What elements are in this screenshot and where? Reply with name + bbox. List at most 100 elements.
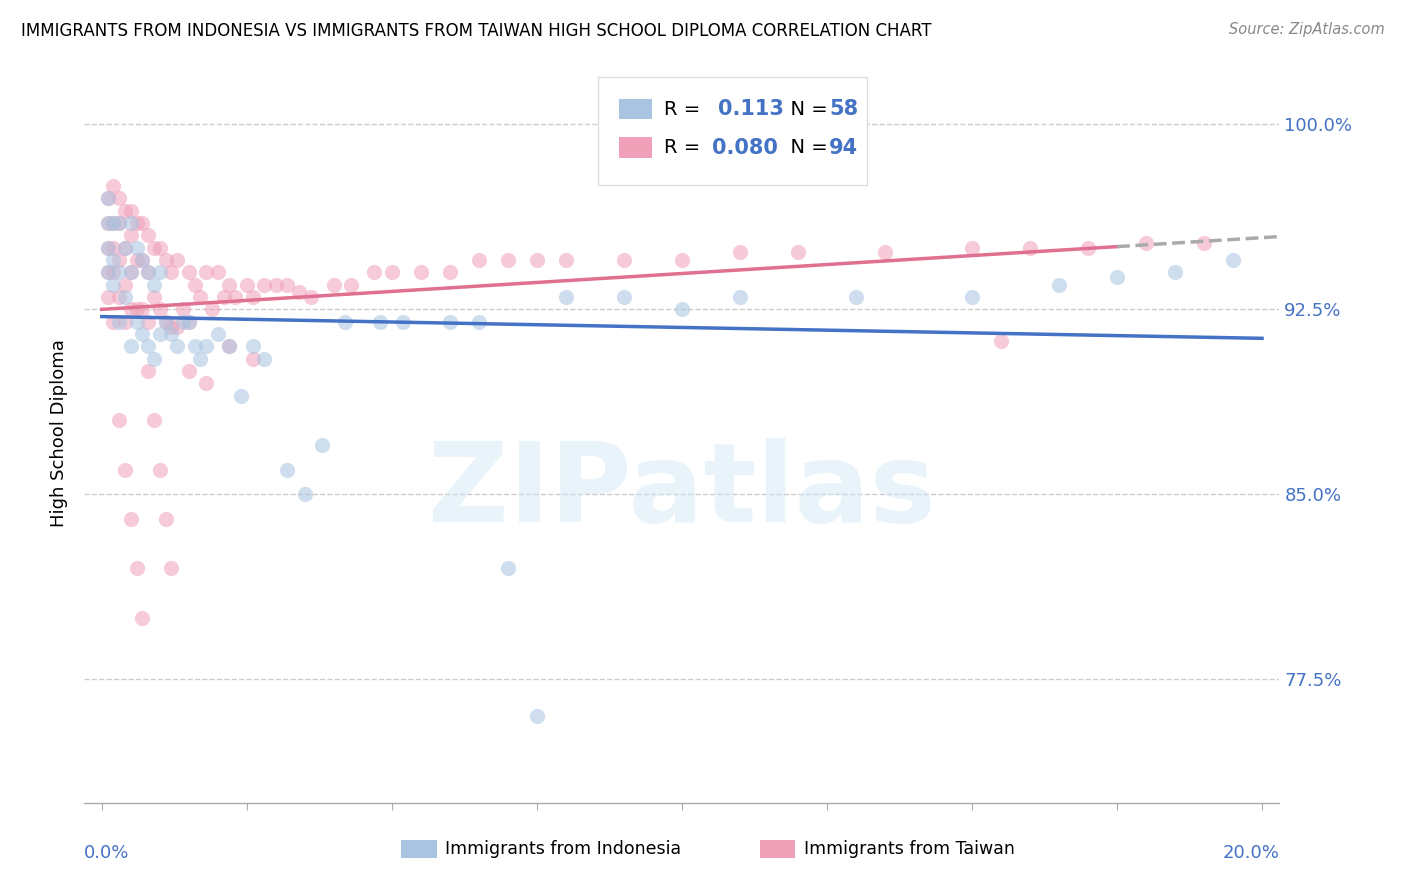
Point (288, 285, 311, 299)
Point (294, 487, 316, 501)
Y-axis label: High School Diploma: High School Diploma (51, 339, 69, 526)
FancyBboxPatch shape (619, 99, 652, 120)
Point (183, 277, 205, 292)
Point (114, 240, 136, 254)
Point (218, 339, 240, 353)
Text: R =: R = (664, 100, 713, 119)
Point (160, 561, 183, 575)
Point (125, 240, 148, 254)
Point (212, 290, 235, 304)
Point (120, 302, 142, 317)
Point (97, 290, 120, 304)
Point (218, 339, 240, 353)
Point (97, 240, 120, 254)
Text: R =: R = (664, 138, 706, 157)
Point (97, 265, 120, 279)
Point (108, 413, 131, 427)
Point (439, 265, 461, 279)
Point (149, 265, 172, 279)
Point (149, 302, 172, 317)
Point (787, 245, 810, 260)
Point (103, 216, 125, 230)
Point (136, 314, 159, 328)
Point (224, 290, 246, 304)
Point (439, 314, 461, 328)
Text: ZIPatlas: ZIPatlas (427, 438, 936, 545)
Text: IMMIGRANTS FROM INDONESIA VS IMMIGRANTS FROM TAIWAN HIGH SCHOOL DIPLOMA CORRELAT: IMMIGRANTS FROM INDONESIA VS IMMIGRANTS … (21, 22, 932, 40)
Point (322, 277, 344, 292)
Point (120, 216, 142, 230)
Point (172, 314, 194, 328)
Point (613, 252, 636, 267)
Point (253, 277, 276, 292)
Point (229, 388, 252, 402)
Point (183, 339, 205, 353)
Point (195, 265, 218, 279)
Point (131, 252, 153, 267)
Point (131, 216, 153, 230)
Point (166, 319, 188, 334)
Text: Source: ZipAtlas.com: Source: ZipAtlas.com (1229, 22, 1385, 37)
Point (166, 252, 188, 267)
Point (120, 265, 142, 279)
Point (108, 290, 131, 304)
Point (103, 252, 125, 267)
Point (108, 265, 131, 279)
Point (190, 351, 212, 366)
Point (468, 252, 491, 267)
Point (97, 240, 120, 254)
Point (166, 339, 188, 353)
Point (1164, 265, 1187, 279)
Point (236, 277, 259, 292)
Point (143, 290, 166, 304)
Point (136, 364, 159, 378)
Point (131, 302, 153, 317)
Text: 0.0%: 0.0% (84, 844, 129, 862)
Point (195, 339, 218, 353)
Point (149, 326, 172, 341)
Point (496, 561, 519, 575)
Point (149, 240, 172, 254)
Point (242, 351, 264, 366)
Point (114, 203, 136, 218)
Point (873, 245, 896, 260)
Point (103, 240, 125, 254)
Point (177, 314, 200, 328)
Point (136, 265, 159, 279)
Point (468, 314, 491, 328)
Point (97, 191, 120, 205)
Point (242, 290, 264, 304)
Point (1077, 240, 1099, 254)
Point (120, 265, 142, 279)
Point (960, 240, 983, 254)
Point (276, 462, 298, 476)
Point (172, 302, 194, 317)
Text: Immigrants from Indonesia: Immigrants from Indonesia (446, 839, 682, 858)
Point (155, 314, 177, 328)
Point (671, 252, 693, 267)
Text: 94: 94 (830, 137, 858, 158)
Point (114, 314, 136, 328)
Point (114, 462, 136, 476)
Text: N =: N = (778, 100, 834, 119)
Text: 0.113: 0.113 (718, 99, 783, 120)
Point (97, 216, 120, 230)
Point (1135, 235, 1157, 250)
Point (114, 290, 136, 304)
Text: 0.080: 0.080 (711, 137, 778, 158)
Point (526, 252, 548, 267)
Point (1192, 235, 1215, 250)
Point (381, 265, 404, 279)
Point (143, 351, 166, 366)
Point (120, 203, 142, 218)
Point (195, 376, 218, 391)
Point (177, 314, 200, 328)
Point (103, 178, 125, 193)
Point (136, 265, 159, 279)
Point (311, 438, 333, 452)
Point (160, 265, 183, 279)
Point (143, 413, 166, 427)
Point (242, 339, 264, 353)
Point (97, 265, 120, 279)
Point (218, 277, 240, 292)
